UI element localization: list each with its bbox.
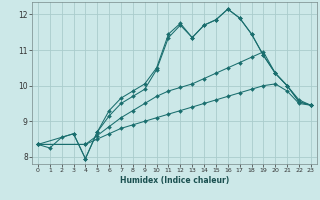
X-axis label: Humidex (Indice chaleur): Humidex (Indice chaleur) — [120, 176, 229, 185]
